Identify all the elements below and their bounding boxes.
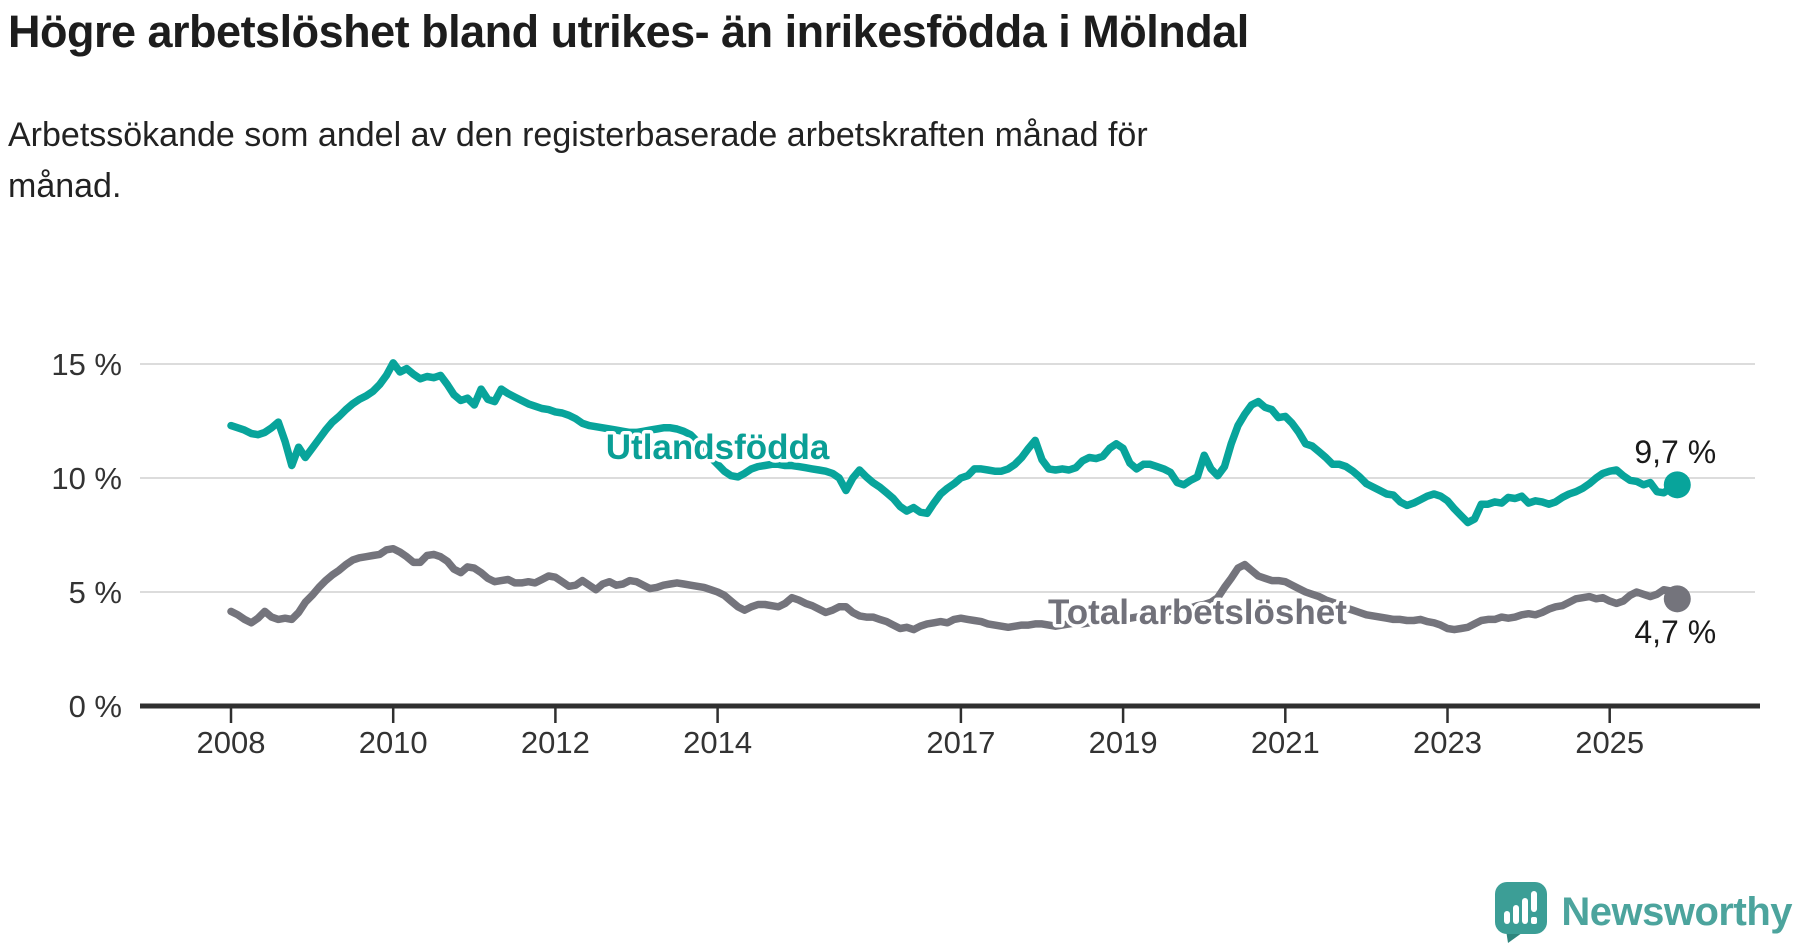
x-axis-tick-label: 2017 (926, 725, 995, 760)
y-axis-tick-label: 10 % (51, 461, 122, 496)
chart-title: Högre arbetslöshet bland utrikes- än inr… (8, 6, 1249, 57)
chart-subtitle-line2: månad. (8, 166, 122, 205)
y-axis-tick-label: 15 % (51, 347, 122, 382)
x-axis-tick-label: 2010 (359, 725, 428, 760)
series-end-dot (1663, 471, 1691, 499)
x-axis-tick-label: 2025 (1575, 725, 1644, 760)
series-label: Utlandsfödda (606, 428, 830, 467)
series-end-value-label: 4,7 % (1634, 614, 1716, 650)
series-end-value-label: 9,7 % (1634, 434, 1716, 470)
series-end-dot (1663, 585, 1691, 613)
chart-subtitle: Arbetssökande som andel av den registerb… (8, 110, 1568, 212)
x-axis-tick-label: 2014 (683, 725, 752, 760)
series-label: Total arbetslöshet (1048, 593, 1347, 632)
series-line-utlandsf-dda (227, 359, 1682, 527)
series-line-total-arbetsl-shet (227, 544, 1682, 634)
x-axis-tick-label: 2019 (1089, 725, 1158, 760)
x-axis-tick-label: 2021 (1251, 725, 1320, 760)
newsworthy-brand-text: Newsworthy (1561, 889, 1792, 934)
y-axis-tick-label: 0 % (69, 689, 122, 724)
x-axis-tick-label: 2012 (521, 725, 590, 760)
x-axis-tick-label: 2008 (197, 725, 266, 760)
chart-header: Högre arbetslöshet bland utrikes- än inr… (8, 6, 1568, 212)
y-axis-tick-label: 5 % (69, 575, 122, 610)
x-axis-tick-label: 2023 (1413, 725, 1482, 760)
newsworthy-speech-bubble-bar-chart-icon (1495, 882, 1548, 943)
chart-subtitle-line1: Arbetssökande som andel av den registerb… (8, 115, 1148, 154)
newsworthy-logo: Newsworthy (1493, 880, 1792, 944)
